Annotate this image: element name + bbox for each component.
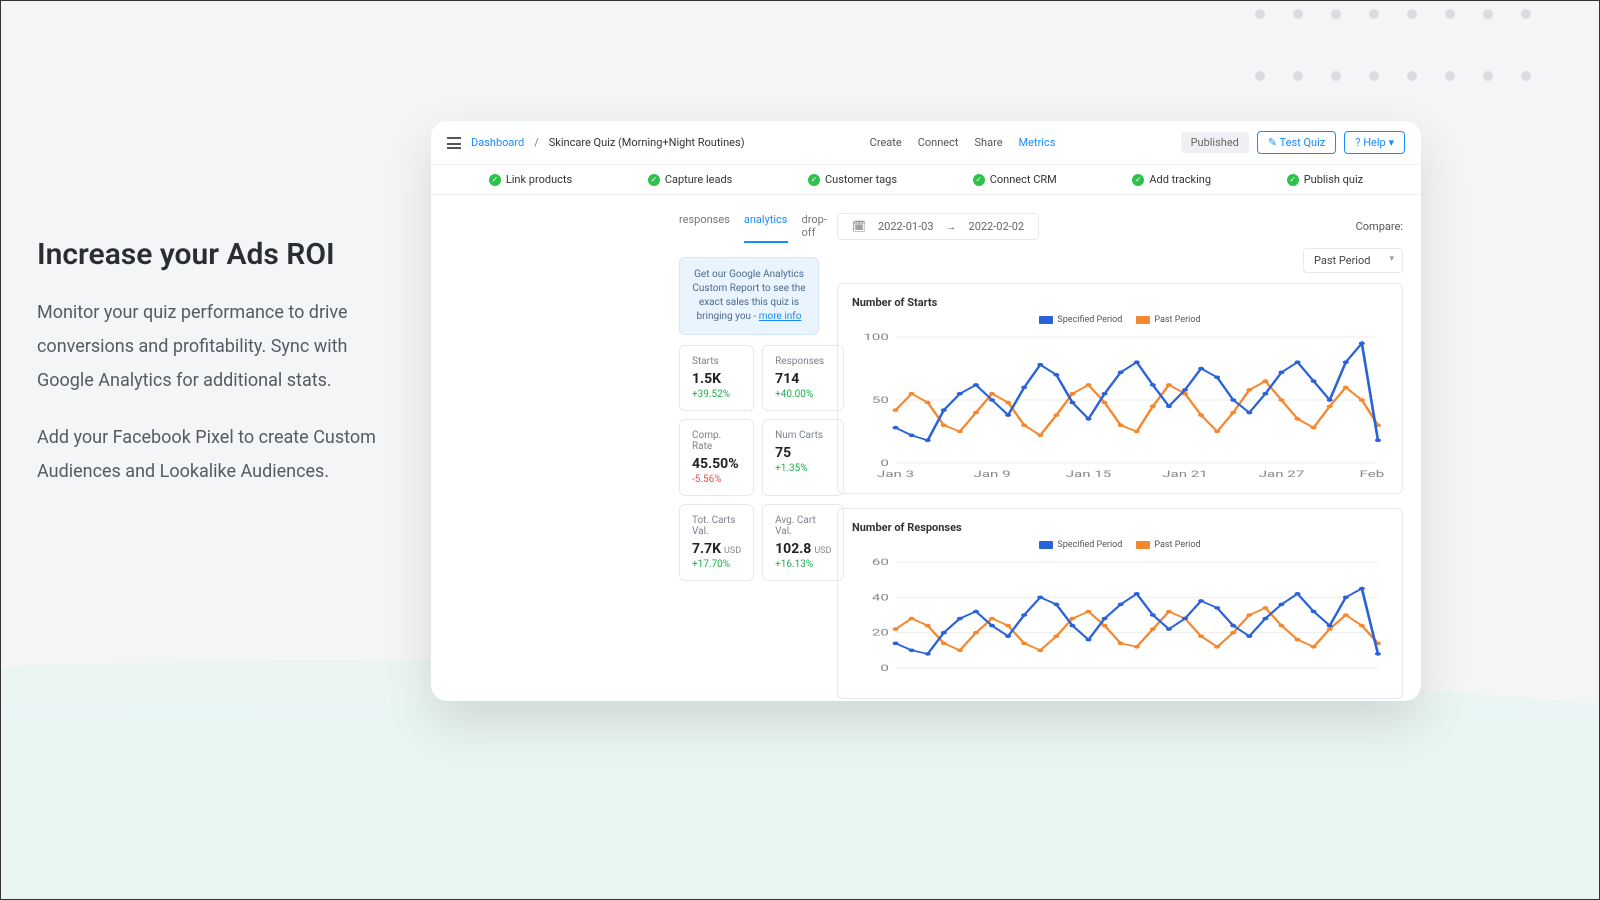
svg-text:Jan 15: Jan 15	[1066, 469, 1112, 480]
breadcrumb-separator: /	[534, 136, 539, 149]
chart-responses: Number of Responses Specified Period Pas…	[837, 508, 1403, 699]
paragraph-1: Monitor your quiz performance to drive c…	[37, 296, 407, 399]
chart-starts-svg: 0 50 100 Jan 3 Jan 9 Jan 15 Jan 21 Jan 27 Feb 2	[852, 331, 1388, 481]
topbar: Dashboard / Skincare Quiz (Morning+Night…	[431, 121, 1421, 165]
check-icon: ✓	[973, 174, 985, 186]
step-link-products[interactable]: ✓Link products	[489, 173, 572, 186]
check-icon: ✓	[1287, 174, 1299, 186]
svg-text:60: 60	[872, 557, 889, 568]
svg-text:50: 50	[872, 395, 889, 406]
breadcrumb-current: Skincare Quiz (Morning+Night Routines)	[549, 136, 745, 149]
ga-more-info-link[interactable]: more info	[759, 311, 802, 322]
svg-text:Feb 2: Feb 2	[1360, 469, 1388, 480]
nav-share[interactable]: Share	[975, 136, 1003, 149]
svg-text:0: 0	[880, 458, 888, 469]
sub-tabs: responsesanalyticsdrop-off	[679, 213, 819, 243]
stat-comp-rate: Comp. Rate45.50%-5.56%	[679, 419, 754, 496]
headline: Increase your Ads ROI	[37, 237, 407, 272]
step-customer-tags[interactable]: ✓Customer tags	[808, 173, 897, 186]
dashboard-window: Dashboard / Skincare Quiz (Morning+Night…	[431, 121, 1421, 701]
help-button[interactable]: ? Help ▾	[1344, 131, 1405, 154]
menu-icon[interactable]	[447, 137, 461, 149]
subtab-drop-off[interactable]: drop-off	[802, 213, 827, 243]
test-quiz-button[interactable]: ✎ Test Quiz	[1257, 131, 1336, 154]
step-publish-quiz[interactable]: ✓Publish quiz	[1287, 173, 1363, 186]
subtab-responses[interactable]: responses	[679, 213, 730, 243]
nav-create[interactable]: Create	[870, 136, 902, 149]
top-nav: Create Connect Share Metrics	[870, 136, 1056, 149]
progress-steps: ✓Link products ✓Capture leads ✓Customer ta…	[431, 165, 1421, 195]
stat-tot-carts-val-: Tot. Carts Val.7.7KUSD+17.70%	[679, 504, 754, 581]
nav-metrics[interactable]: Metrics	[1019, 136, 1056, 149]
svg-text:Jan 9: Jan 9	[974, 469, 1011, 480]
calendar-icon: 🗓	[852, 220, 866, 233]
svg-text:40: 40	[872, 592, 889, 603]
date-range-row: 🗓 2022-01-03 → 2022-02-02 Compare:	[837, 213, 1403, 240]
subtab-analytics[interactable]: analytics	[744, 213, 788, 243]
compare-label: Compare:	[1356, 220, 1403, 233]
check-icon: ✓	[1132, 174, 1144, 186]
svg-text:Jan 21: Jan 21	[1162, 469, 1207, 480]
breadcrumb-root[interactable]: Dashboard	[471, 136, 524, 149]
svg-text:100: 100	[863, 332, 888, 343]
decorative-dots-mid	[1255, 71, 1559, 103]
step-capture-leads[interactable]: ✓Capture leads	[648, 173, 733, 186]
date-range-picker[interactable]: 🗓 2022-01-03 → 2022-02-02	[837, 213, 1039, 240]
stats-grid: Starts1.5K+39.52%Responses714+40.00%Comp…	[679, 345, 819, 581]
check-icon: ✓	[808, 174, 820, 186]
svg-text:Jan 3: Jan 3	[877, 469, 914, 480]
compare-select[interactable]: Past Period	[1303, 248, 1403, 273]
nav-connect[interactable]: Connect	[918, 136, 959, 149]
step-add-tracking[interactable]: ✓Add tracking	[1132, 173, 1211, 186]
svg-text:20: 20	[872, 628, 889, 639]
svg-text:0: 0	[880, 663, 888, 674]
check-icon: ✓	[489, 174, 501, 186]
marketing-copy: Increase your Ads ROI Monitor your quiz …	[37, 237, 407, 511]
step-connect-crm[interactable]: ✓Connect CRM	[973, 173, 1057, 186]
paragraph-2: Add your Facebook Pixel to create Custom…	[37, 421, 407, 489]
ga-banner: Get our Google Analytics Custom Report t…	[679, 257, 819, 335]
decorative-dots-top	[1255, 9, 1559, 41]
chart-starts: Number of Starts Specified Period Past P…	[837, 283, 1403, 494]
chart-responses-svg: 0 20 40 60	[852, 556, 1388, 686]
check-icon: ✓	[648, 174, 660, 186]
published-badge: Published	[1181, 132, 1249, 153]
stat-starts: Starts1.5K+39.52%	[679, 345, 754, 411]
svg-text:Jan 27: Jan 27	[1259, 469, 1305, 480]
